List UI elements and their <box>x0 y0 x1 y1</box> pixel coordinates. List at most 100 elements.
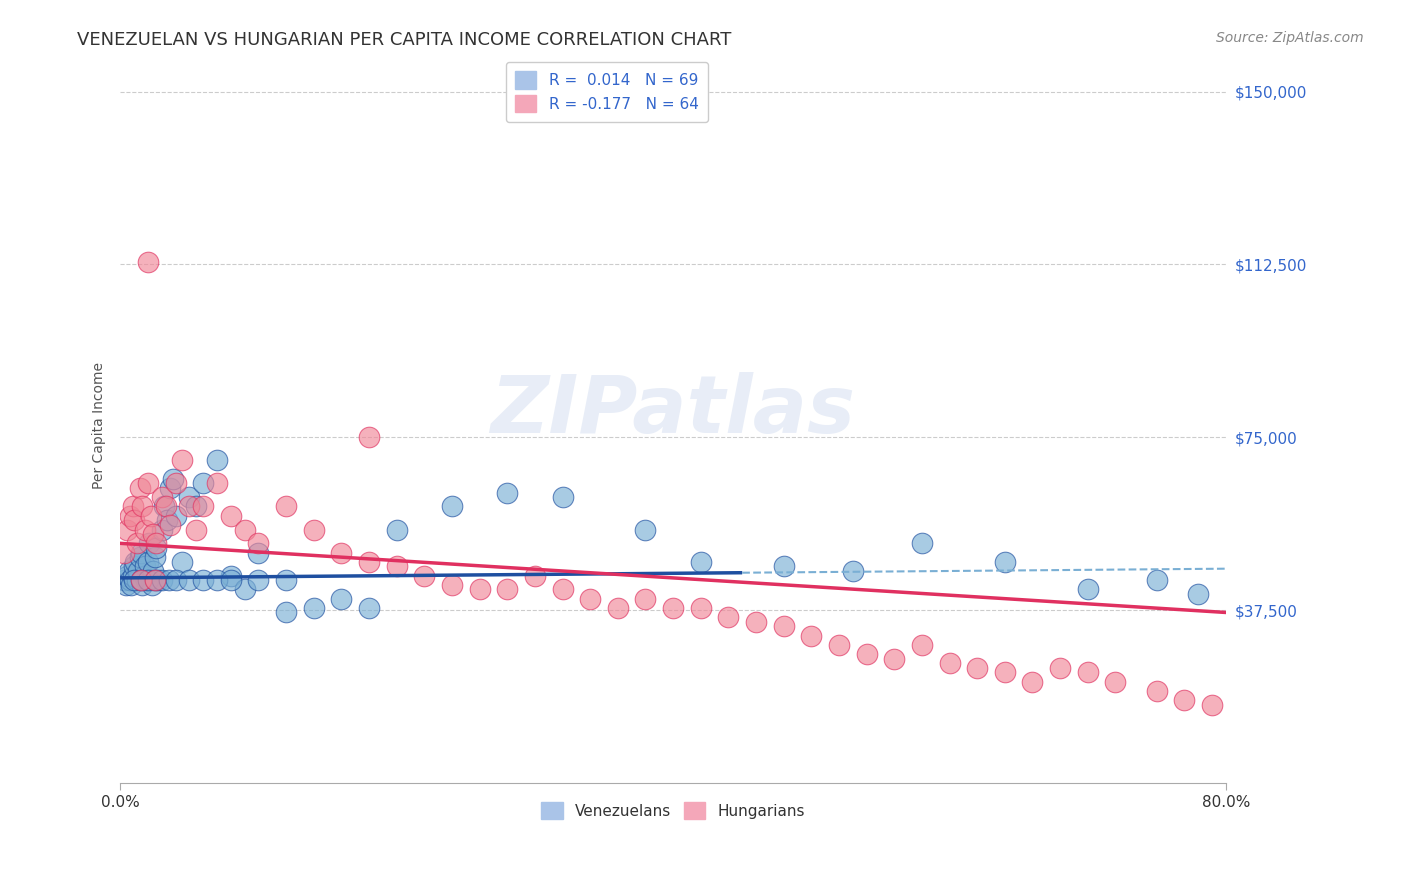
Point <box>1201 698 1223 712</box>
Legend: Venezuelans, Hungarians: Venezuelans, Hungarians <box>536 796 811 825</box>
Point <box>219 573 242 587</box>
Point <box>440 500 463 514</box>
Point <box>772 559 794 574</box>
Point <box>139 508 162 523</box>
Point <box>141 578 163 592</box>
Point <box>129 545 152 559</box>
Point <box>468 582 491 597</box>
Point <box>145 536 167 550</box>
Point <box>440 578 463 592</box>
Point <box>138 536 160 550</box>
Text: VENEZUELAN VS HUNGARIAN PER CAPITA INCOME CORRELATION CHART: VENEZUELAN VS HUNGARIAN PER CAPITA INCOM… <box>77 31 731 49</box>
Point <box>159 481 181 495</box>
Point <box>883 651 905 665</box>
Point <box>118 573 141 587</box>
Point <box>150 573 173 587</box>
Point <box>128 550 150 565</box>
Point <box>357 600 380 615</box>
Point <box>274 500 297 514</box>
Point <box>118 508 141 523</box>
Point <box>121 568 143 582</box>
Point <box>120 578 142 592</box>
Point <box>233 582 256 597</box>
Point <box>1049 661 1071 675</box>
Point <box>205 476 228 491</box>
Point <box>634 591 657 606</box>
Point <box>165 508 187 523</box>
Point <box>551 490 574 504</box>
Point <box>129 573 152 587</box>
Point <box>911 638 934 652</box>
Point <box>136 255 159 269</box>
Point <box>129 573 152 587</box>
Point <box>1187 587 1209 601</box>
Point <box>219 508 242 523</box>
Point <box>357 555 380 569</box>
Point <box>205 573 228 587</box>
Point <box>143 550 166 565</box>
Point <box>172 555 194 569</box>
Point <box>233 523 256 537</box>
Point <box>139 573 162 587</box>
Y-axis label: Per Capita Income: Per Capita Income <box>93 362 107 490</box>
Point <box>128 481 150 495</box>
Point <box>112 573 135 587</box>
Point <box>131 500 153 514</box>
Point <box>135 573 157 587</box>
Point <box>274 573 297 587</box>
Point <box>1021 674 1043 689</box>
Point <box>302 600 325 615</box>
Point <box>994 555 1017 569</box>
Point <box>127 564 149 578</box>
Point <box>966 661 988 675</box>
Point <box>165 573 187 587</box>
Point <box>205 453 228 467</box>
Point <box>496 485 519 500</box>
Point <box>150 490 173 504</box>
Point <box>1077 665 1099 680</box>
Point <box>385 523 408 537</box>
Point <box>496 582 519 597</box>
Point <box>125 573 148 587</box>
Point <box>745 615 768 629</box>
Point <box>143 573 166 587</box>
Point <box>115 568 138 582</box>
Point <box>150 523 173 537</box>
Point <box>131 578 153 592</box>
Point <box>159 517 181 532</box>
Point <box>994 665 1017 680</box>
Point <box>146 573 169 587</box>
Point <box>1146 683 1168 698</box>
Point <box>385 559 408 574</box>
Point <box>330 591 353 606</box>
Point <box>551 582 574 597</box>
Point <box>1104 674 1126 689</box>
Point <box>136 476 159 491</box>
Point <box>772 619 794 633</box>
Text: Source: ZipAtlas.com: Source: ZipAtlas.com <box>1216 31 1364 45</box>
Point <box>191 500 214 514</box>
Point <box>132 568 155 582</box>
Point <box>247 573 270 587</box>
Point <box>634 523 657 537</box>
Point <box>302 523 325 537</box>
Point <box>124 555 146 569</box>
Point <box>117 564 139 578</box>
Point <box>112 545 135 559</box>
Point <box>1077 582 1099 597</box>
Point <box>122 573 145 587</box>
Point <box>828 638 851 652</box>
Point <box>179 500 201 514</box>
Point <box>186 500 208 514</box>
Point <box>330 545 353 559</box>
Point <box>155 500 177 514</box>
Point <box>606 600 628 615</box>
Point <box>717 610 740 624</box>
Point <box>134 523 156 537</box>
Point <box>122 513 145 527</box>
Point <box>114 578 136 592</box>
Text: ZIPatlas: ZIPatlas <box>491 373 856 450</box>
Point <box>142 527 165 541</box>
Point <box>115 523 138 537</box>
Point <box>142 564 165 578</box>
